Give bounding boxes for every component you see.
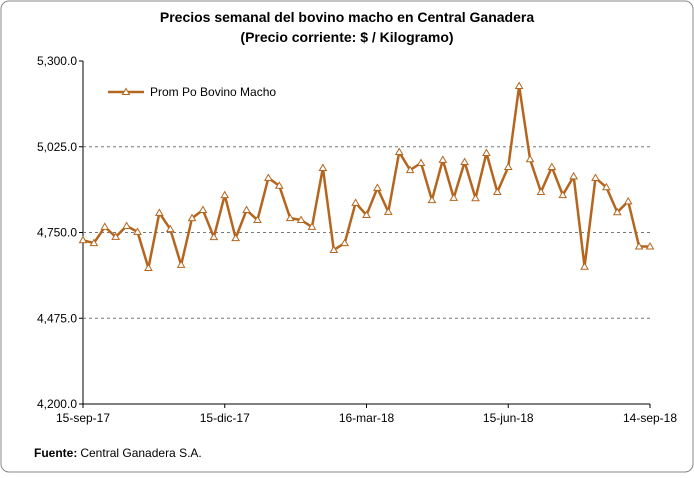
marker xyxy=(133,227,142,235)
marker xyxy=(612,207,622,216)
marker xyxy=(78,235,88,244)
marker xyxy=(602,182,611,191)
marker xyxy=(329,245,339,253)
marker xyxy=(383,207,393,215)
marker xyxy=(231,233,241,242)
x-tick-label: 16-mar-18 xyxy=(339,411,395,425)
marker xyxy=(580,262,589,270)
legend-label: Prom Po Bovino Macho xyxy=(150,85,276,99)
chart-subtitle: (Precio corriente: $ / Kilogramo) xyxy=(240,29,453,45)
marker xyxy=(634,242,644,250)
source: Fuente: Central Ganadera S.A. xyxy=(34,446,202,460)
y-tick-label: 5,025.0 xyxy=(37,140,77,154)
marker xyxy=(253,215,262,224)
marker xyxy=(427,195,437,204)
x-tick-label: 15-dic-17 xyxy=(200,411,250,425)
legend-marker xyxy=(121,87,131,95)
x-tick-label: 15-sep-17 xyxy=(56,411,110,425)
marker xyxy=(394,147,404,156)
marker xyxy=(416,158,426,166)
marker xyxy=(209,232,219,241)
marker xyxy=(89,238,99,247)
x-tick-label: 15-jun-18 xyxy=(483,411,534,425)
marker xyxy=(220,190,230,199)
y-tick-label: 4,200.0 xyxy=(37,397,77,411)
marker xyxy=(351,198,360,206)
x-tick-label: 14-sep-18 xyxy=(623,411,677,425)
marker xyxy=(547,162,557,171)
marker xyxy=(285,213,295,222)
marker xyxy=(449,193,459,201)
marker xyxy=(405,165,415,174)
marker xyxy=(471,193,480,202)
marker xyxy=(558,190,568,199)
marker xyxy=(318,163,328,171)
y-tick-label: 4,475.0 xyxy=(37,311,77,325)
marker xyxy=(503,162,513,171)
marker xyxy=(307,222,317,230)
marker xyxy=(296,215,306,224)
marker xyxy=(373,183,382,191)
marker xyxy=(591,173,600,181)
marker xyxy=(187,213,197,222)
marker xyxy=(340,238,350,247)
marker xyxy=(122,221,131,229)
marker xyxy=(176,260,186,268)
marker xyxy=(569,171,579,180)
marker xyxy=(536,187,546,195)
marker xyxy=(144,263,153,272)
marker xyxy=(263,173,273,181)
marker xyxy=(482,148,491,156)
marker xyxy=(492,187,502,195)
marker xyxy=(198,205,208,214)
marker xyxy=(100,222,110,230)
marker xyxy=(514,81,524,89)
source-label: Fuente: xyxy=(34,446,77,460)
marker xyxy=(460,157,470,166)
y-tick-label: 4,750.0 xyxy=(37,226,77,240)
chart-title: Precios semanal del bovino macho en Cent… xyxy=(160,9,534,25)
marker xyxy=(165,224,175,233)
marker xyxy=(438,155,448,163)
marker xyxy=(645,242,655,250)
marker xyxy=(274,181,284,189)
marker xyxy=(362,210,371,219)
marker xyxy=(525,154,535,163)
source-text: Central Ganadera S.A. xyxy=(80,446,201,460)
y-tick-label: 5,300.0 xyxy=(37,54,77,68)
marker xyxy=(242,205,251,214)
marker xyxy=(623,196,633,205)
marker xyxy=(111,232,121,240)
marker xyxy=(154,208,164,216)
